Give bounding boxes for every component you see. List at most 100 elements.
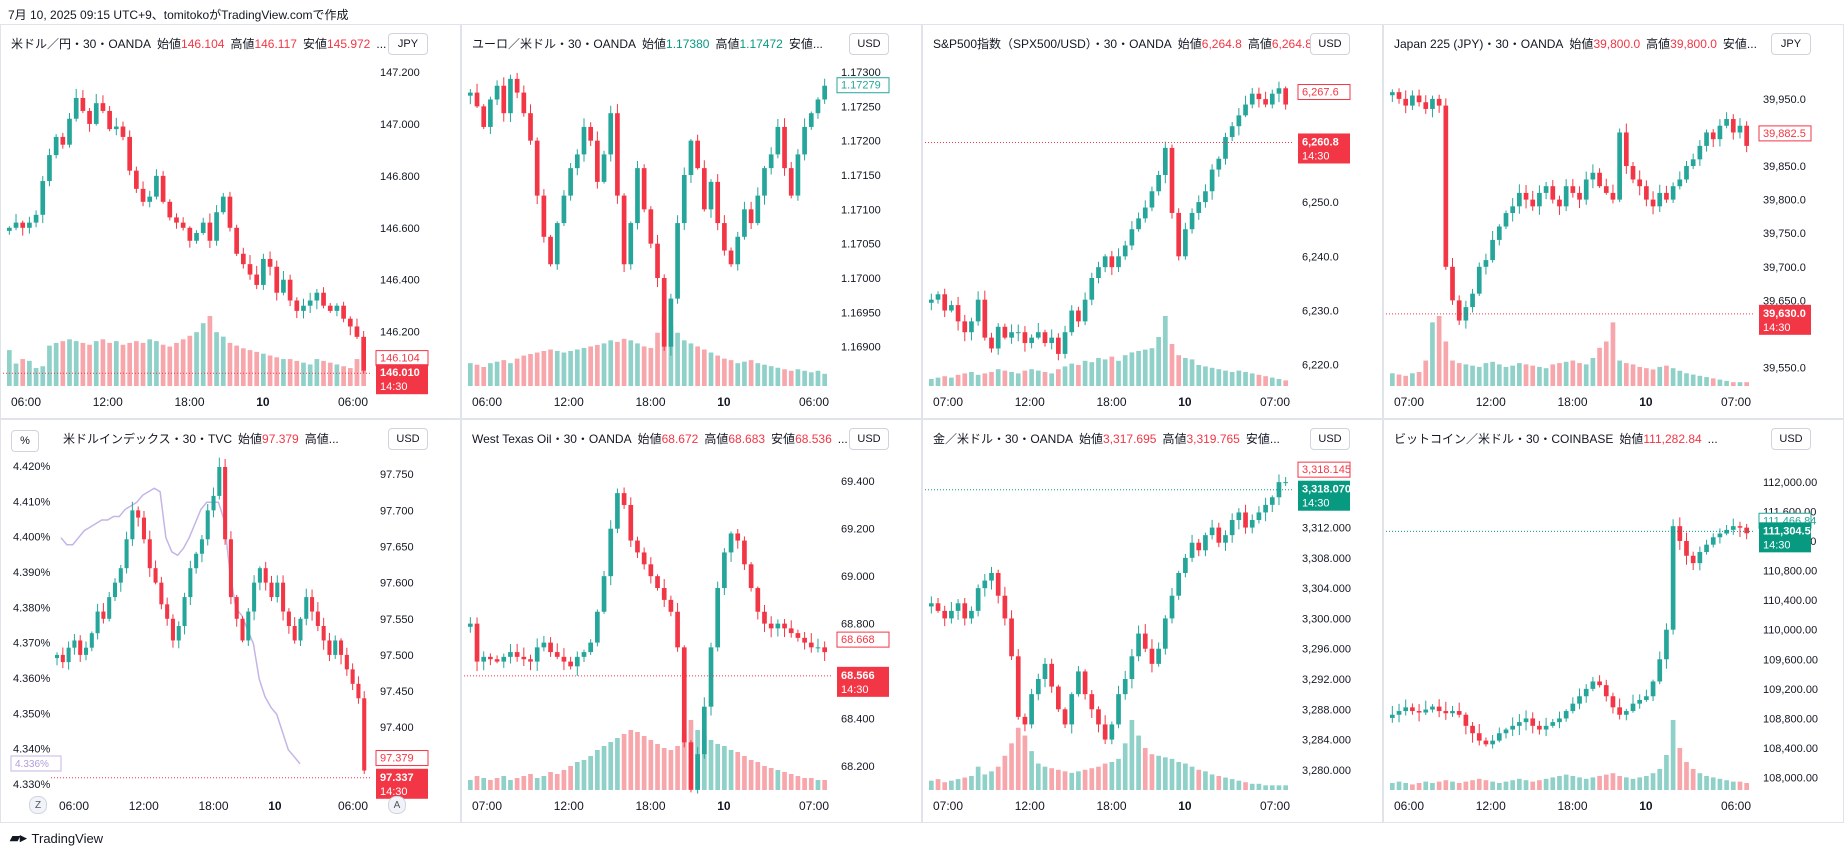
candle-body — [1423, 102, 1429, 109]
auto-scale-button[interactable]: A — [388, 796, 406, 814]
candle-body — [1089, 278, 1095, 300]
candle-body — [528, 113, 533, 141]
chart-panel-xauusd[interactable]: 金／米ドル・30・OANDA 始値3,317.695 高値3,319.765 安値..… — [923, 420, 1382, 822]
currency-button[interactable]: JPY — [388, 33, 428, 55]
candle-body — [1169, 147, 1175, 213]
currency-button[interactable]: USD — [1310, 33, 1350, 55]
chart-panel-eurusd[interactable]: ユーロ／米ドル・30・OANDA 始値1.17380 高値1.17472 安値... U… — [462, 25, 921, 418]
candle-body — [89, 633, 94, 648]
volume-bar — [1243, 782, 1248, 790]
volume-bar — [1450, 781, 1455, 790]
volume-bar — [1443, 341, 1449, 386]
price-chart-svg[interactable]: 1.17300 1.17250 1.17200 1.17150 1.17100 1.170… — [462, 25, 921, 418]
candle-body — [548, 236, 553, 265]
volume-bar — [1744, 382, 1749, 386]
price-chart-svg[interactable]: 147.200 147.000 146.800 146.600 146.400 146.2… — [1, 25, 460, 418]
candle-body — [1002, 595, 1008, 619]
candle-body — [1664, 629, 1669, 660]
chart-panel-wti[interactable]: West Texas Oil・30・OANDA 始値68.672 高値68.683 安… — [462, 420, 921, 822]
currency-button[interactable]: USD — [849, 33, 889, 55]
candle-body — [608, 528, 614, 577]
price-tag-label: 97.379 — [380, 753, 414, 765]
price-chart-svg[interactable]: 97.750 97.700 97.650 97.600 97.550 97.500 97.4… — [1, 420, 460, 822]
price-chart-svg[interactable]: 3,312.000 3,308.000 3,304.000 3,300.000 3,29… — [923, 420, 1382, 822]
candle-body — [748, 209, 754, 224]
volume-bar — [628, 340, 634, 386]
volume-bar — [1196, 365, 1202, 386]
candle-body — [695, 754, 700, 790]
percent-scale-button[interactable]: % — [11, 430, 39, 452]
currency-button[interactable]: USD — [849, 428, 889, 450]
candle-body — [263, 568, 268, 583]
y-tick-label: 97.750 — [380, 469, 414, 481]
price-tag-current — [1759, 304, 1811, 335]
volume-bar — [969, 372, 974, 386]
volume-bar — [668, 750, 674, 790]
volume-bar — [1423, 360, 1429, 386]
candle-body — [234, 227, 239, 254]
volume-bar — [1710, 378, 1716, 386]
candle-body — [1203, 191, 1208, 203]
title-high-label: 高値 — [1247, 37, 1272, 51]
chart-snapshot-note: 7月 10, 2025 09:15 UTC+9、tomitokoがTrading… — [8, 8, 349, 22]
volume-bar — [1537, 366, 1542, 386]
candle-body — [561, 656, 567, 662]
price-chart-svg[interactable]: 69.40069.20069.00068.80068.60068.40068.2… — [462, 420, 921, 822]
y-tick-label: 1.17200 — [841, 136, 881, 148]
currency-button[interactable]: JPY — [1771, 33, 1811, 55]
price-chart-svg[interactable]: 112,000.00111,600.00111,200.00110,800.00… — [1384, 420, 1843, 822]
x-tick-label: 06:00 — [338, 799, 368, 813]
y-tick-label: 68.800 — [841, 619, 875, 631]
currency-button[interactable]: USD — [1771, 428, 1811, 450]
candle-body — [286, 611, 291, 626]
candle-body — [1283, 88, 1288, 105]
currency-button[interactable]: USD — [1310, 428, 1350, 450]
candle-body — [728, 533, 734, 553]
volume-bar — [1136, 351, 1141, 386]
left-tick-label: 4.420% — [13, 461, 51, 473]
candle-body — [595, 140, 600, 182]
chart-title: S&P500指数（SPX500/USD）・30・OANDA 始値6,264.8 高値… — [933, 35, 1334, 52]
x-tick-label: 07:00 — [472, 799, 502, 813]
volume-bar — [501, 776, 507, 790]
candle-body — [1263, 504, 1268, 513]
candle-body — [247, 264, 253, 275]
zoom-z-button[interactable]: Z — [29, 796, 47, 814]
chart-panel-dxy[interactable]: 米ドルインデックス・30・TVC 始値97.379 高値... USD% 97.750 9… — [1, 420, 460, 822]
price-tag-outline — [836, 77, 890, 94]
volume-bar — [574, 349, 580, 386]
candle-body — [1577, 696, 1582, 704]
candle-body — [494, 85, 500, 100]
candle-body — [1196, 542, 1202, 551]
candle-body — [1463, 714, 1469, 726]
volume-bar — [1229, 372, 1235, 386]
chart-panel-spx500[interactable]: S&P500指数（SPX500/USD）・30・OANDA 始値6,264.8 高値… — [923, 25, 1382, 418]
tradingview-logo[interactable]: ▰▸ TradingView — [10, 830, 103, 846]
yield-tag — [10, 755, 62, 772]
candle-body — [176, 626, 181, 641]
chart-panel-btcusd[interactable]: ビットコイン／米ドル・30・COINBASE 始値111,282.84... USD… — [1384, 420, 1843, 822]
chart-panel-japan225[interactable]: Japan 225 (JPY)・30・OANDA 始値39,800.0 高値39,8… — [1384, 25, 1843, 418]
candle-body — [254, 274, 260, 285]
candle-body — [554, 223, 560, 265]
candle-body — [362, 698, 367, 771]
volume-bar — [1630, 364, 1636, 386]
volume-bar — [1116, 758, 1121, 790]
price-chart-svg[interactable]: 6,270.06,260.06,250.06,240.06,230.06,220… — [923, 25, 1382, 418]
volume-bar — [267, 355, 273, 386]
price-tag-current — [1298, 480, 1350, 511]
volume-bar — [1423, 781, 1429, 790]
candle-body — [287, 279, 293, 301]
price-chart-svg[interactable]: 39,950.039,900.039,850.039,800.039,750.0… — [1384, 25, 1843, 418]
currency-button[interactable]: USD — [388, 428, 428, 450]
candle-body — [1737, 526, 1743, 528]
candle-body — [1543, 186, 1549, 193]
volume-bar — [681, 734, 687, 790]
candle-body — [595, 611, 600, 643]
candle-body — [298, 618, 303, 641]
candle-body — [1650, 199, 1656, 207]
candle-body — [1096, 709, 1101, 725]
chart-panel-usdjpy[interactable]: 米ドル／円・30・OANDA 始値146.104 高値146.117 安値145.97… — [1, 25, 460, 418]
candle-body — [1049, 663, 1055, 687]
title-open: 97.379 — [262, 432, 299, 446]
